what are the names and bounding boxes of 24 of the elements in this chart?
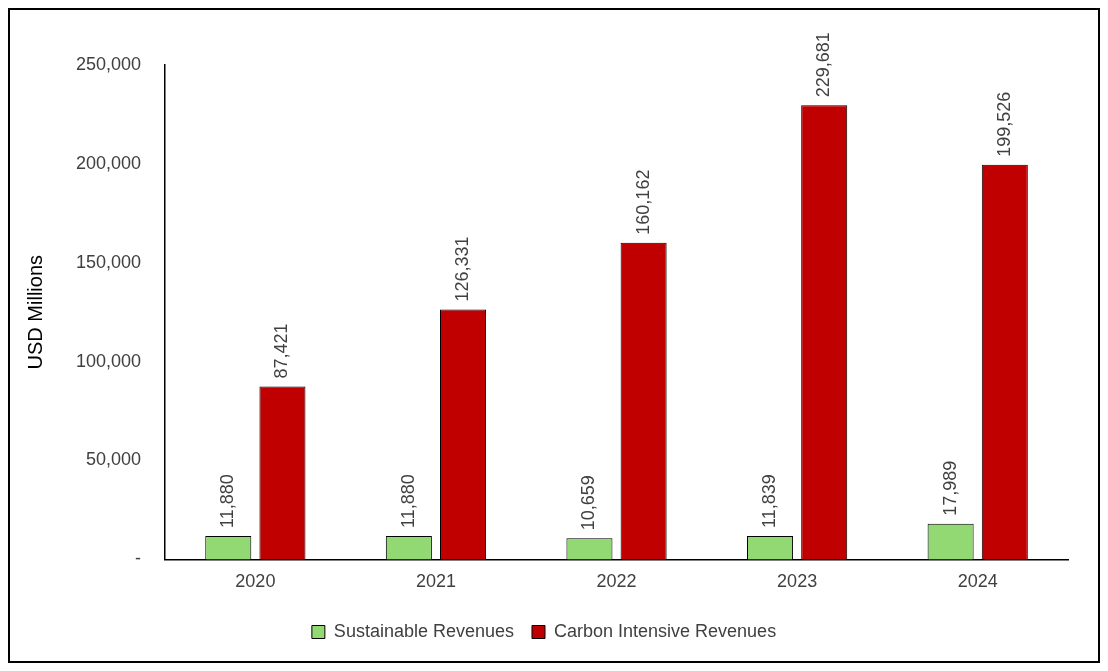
- x-tick-label: 2020: [235, 571, 276, 592]
- data-label: 10,659: [578, 475, 599, 531]
- data-label: 229,681: [813, 32, 834, 98]
- legend-label: Carbon Intensive Revenues: [553, 620, 777, 641]
- data-label: 11,839: [759, 474, 779, 528]
- x-tick-label: 2022: [596, 571, 637, 592]
- y-tick-label: 250,000: [75, 53, 142, 74]
- data-label: 160,162: [632, 169, 653, 235]
- x-tick-label: 2021: [415, 571, 456, 592]
- data-label: 199,526: [993, 91, 1014, 157]
- data-label: 126,331: [452, 236, 472, 302]
- x-tick-label: 2024: [957, 571, 998, 592]
- y-tick-label: 50,000: [86, 449, 142, 470]
- x-tick-label: 2023: [777, 571, 818, 592]
- y-tick-label: 100,000: [75, 350, 142, 371]
- y-axis-title: USD Millions: [23, 254, 46, 370]
- y-tick-label: -: [135, 548, 142, 569]
- data-label: 11,880: [217, 474, 238, 528]
- data-label: 17,989: [939, 460, 960, 516]
- y-tick-label: 200,000: [75, 152, 142, 173]
- data-label: 87,421: [271, 323, 292, 379]
- legend-label: Sustainable Revenues: [333, 620, 514, 641]
- data-label: 11,880: [397, 474, 418, 528]
- y-tick-label: 150,000: [75, 251, 142, 272]
